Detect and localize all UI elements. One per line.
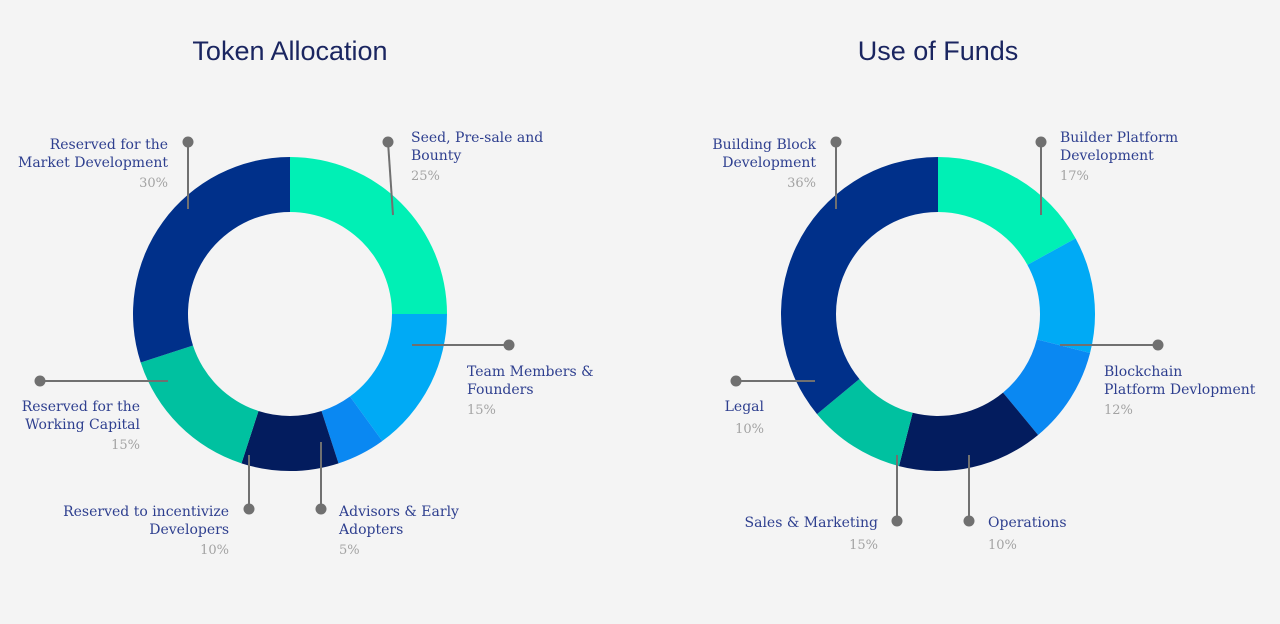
slice-percent: 10% <box>735 422 764 437</box>
pie-slice <box>140 345 259 464</box>
slice-label-line: Development <box>722 155 816 171</box>
leader-dot <box>382 136 394 148</box>
slice-percent: 17% <box>1060 169 1089 184</box>
leader-dot <box>34 375 46 387</box>
slice-label: Reserved for the Market Development <box>18 137 168 171</box>
slice-label-line: Reserved to incentivize <box>63 504 229 520</box>
slice-percent: 15% <box>467 403 496 418</box>
slice-label-line: Builder Platform <box>1060 130 1178 146</box>
slice-percent: 12% <box>1104 403 1133 418</box>
leader-dot <box>315 503 327 515</box>
slice-percent: 15% <box>111 438 140 453</box>
slice-label: Legal <box>725 399 765 415</box>
slice-percent: 10% <box>200 543 229 558</box>
slice-percent: 15% <box>849 538 878 553</box>
leader-dot <box>963 515 975 527</box>
donut-chart-1: Token Allocation Seed, Pre-sale and Bounty… <box>18 36 594 558</box>
leader-dot <box>1152 339 1164 351</box>
slice-label-line: Seed, Pre-sale and <box>411 130 543 146</box>
leader-dot <box>182 136 194 148</box>
slice-label-line: Reserved for the <box>50 137 168 153</box>
slice-label-line: Team Members & <box>467 364 594 380</box>
slice-label-line: Adopters <box>338 522 403 538</box>
slice-label-line: Blockchain <box>1104 364 1182 380</box>
pie-slice <box>321 396 383 464</box>
donut-chart-2: Use of Funds Builder Platform Development 1… <box>712 36 1255 553</box>
pie-slice <box>817 379 913 467</box>
slice-label: Builder Platform Development <box>1060 130 1178 164</box>
leader-dot <box>1035 136 1047 148</box>
pie-slice <box>898 392 1039 472</box>
leader-dot <box>243 503 255 515</box>
slice-label-line: Developers <box>149 522 229 538</box>
chart-title: Token Allocation <box>192 36 387 66</box>
leader-dot <box>830 136 842 148</box>
slice-label-line: Advisors & Early <box>338 504 459 520</box>
pie-slice <box>1003 339 1091 435</box>
slice-label: Operations <box>988 515 1067 531</box>
leader-dot <box>503 339 515 351</box>
slice-label: Blockchain Platform Devlopment <box>1104 364 1256 398</box>
slice-percent: 10% <box>988 538 1017 553</box>
leader-line <box>387 141 394 216</box>
slice-label-line: Building Block <box>712 137 816 153</box>
slice-label-line: Reserved for the <box>22 399 140 415</box>
slice-label-line: Market Development <box>18 155 168 171</box>
pie-slice <box>938 157 1076 265</box>
pie-slice <box>1027 238 1095 354</box>
slice-label-line: Platform Devlopment <box>1104 382 1256 398</box>
slice-label: Seed, Pre-sale and Bounty <box>411 130 543 164</box>
leader-dot <box>891 515 903 527</box>
slice-label-line: Bounty <box>411 148 461 164</box>
leader-dot <box>730 375 742 387</box>
pie-slice <box>241 411 339 471</box>
slice-label: Advisors & Early Adopters <box>338 504 459 538</box>
chart-title: Use of Funds <box>858 36 1019 66</box>
pie-slice <box>132 157 290 363</box>
slice-label: Reserved to incentivize Developers <box>63 504 229 538</box>
slice-label-line: Working Capital <box>25 417 140 433</box>
slice-percent: 5% <box>339 543 360 558</box>
slice-label: Reserved for the Working Capital <box>22 399 141 433</box>
slice-label-line: Sales & Marketing <box>745 515 879 531</box>
slice-label: Building Block Development <box>712 137 816 171</box>
slice-percent: 30% <box>139 176 168 191</box>
pie-slice <box>781 157 938 415</box>
slice-percent: 36% <box>787 176 816 191</box>
slice-label-line: Development <box>1060 148 1154 164</box>
slice-label-line: Founders <box>467 382 534 398</box>
slice-label-line: Operations <box>988 515 1067 531</box>
slice-label: Sales & Marketing <box>745 515 879 531</box>
slice-label: Team Members & Founders <box>467 364 594 398</box>
pie-slice <box>290 157 447 314</box>
slice-label-line: Legal <box>725 399 765 415</box>
slice-percent: 25% <box>411 169 440 184</box>
